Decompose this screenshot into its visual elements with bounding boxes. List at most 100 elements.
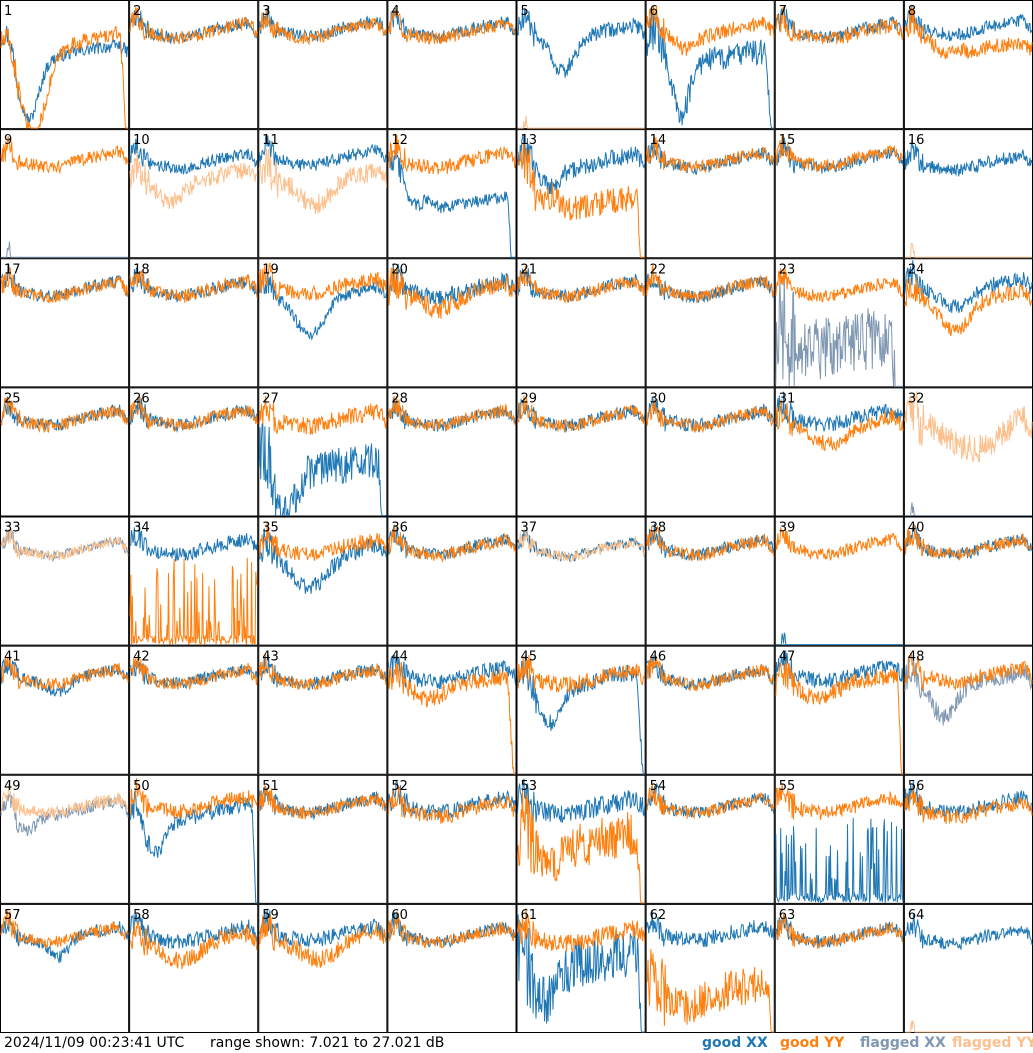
series-yy [646,784,775,819]
panel: 5 [516,0,646,130]
panel: 44 [387,645,517,775]
panel: 24 [903,258,1033,388]
panel-label: 10 [133,133,150,148]
panel-label: 13 [521,133,538,148]
panel: 40 [903,516,1033,646]
series-yy [517,908,646,952]
series-xx [904,781,1033,820]
series-yy-flagged [129,149,258,209]
panel: 41 [0,645,130,775]
panel-label: 48 [908,650,925,665]
panel-label: 41 [4,650,21,665]
panel-label: 56 [908,779,925,794]
panel-frame [387,0,517,130]
panel-frame [258,645,388,775]
series-yy-flagged [1,527,129,561]
series-xx [0,917,129,964]
panel-frame [387,645,517,775]
panel-frame [774,129,904,259]
panel-label: 50 [133,779,150,794]
panel-frame [645,258,775,388]
series-yy [775,135,904,174]
panel: 50 [129,774,259,904]
panel-label: 12 [391,133,408,148]
panel-label: 25 [4,391,21,406]
panel-label: 63 [779,908,796,923]
panel: 55 [774,774,904,905]
series-yy [0,655,129,692]
series-xx [646,137,775,176]
panel: 25 [0,387,130,517]
panel: 39 [774,516,904,646]
series-xx [258,272,387,341]
series-yy [646,948,774,1033]
panel: 61 [516,903,646,1033]
series-yy [129,396,258,432]
series-xx [258,133,387,171]
panel: 22 [645,258,775,388]
series-xx [517,778,646,823]
series-xx [517,914,645,1033]
panel: 9 [0,129,130,259]
panel: 63 [774,903,904,1033]
panel: 60 [387,903,517,1033]
series-yy [258,785,387,820]
series-yy [775,783,904,821]
panel-label: 54 [650,779,667,794]
series-xx [904,5,1033,42]
panel-label: 44 [391,650,408,665]
panel-frame [774,903,904,1033]
series-yy [646,399,775,434]
panel: 30 [645,387,775,517]
series-yy [517,790,645,904]
series-yy [0,397,129,434]
series-yy [517,653,646,693]
series-xx [129,790,258,904]
panel: 10 [129,129,259,259]
panel: 20 [387,258,517,388]
series-xx [904,139,1033,177]
series-yy [387,265,516,319]
panel-label: 14 [650,133,667,148]
panel: 2 [129,0,259,130]
series-xx [129,138,258,175]
panel-frame [387,387,517,517]
series-yy [775,399,904,452]
panel: 31 [774,387,904,517]
panel-frame [129,258,259,388]
series-yy [387,785,516,824]
timestamp: 2024/11/09 00:23:41 UTC [4,1035,185,1051]
panel: 56 [903,774,1033,904]
panel: 23 [774,258,904,388]
panel: 38 [645,516,775,646]
panel-frame [387,129,517,259]
panel: 64 [903,903,1033,1033]
panel-label: 22 [650,262,667,277]
panel-frame [903,774,1033,904]
panel-frame [129,903,259,1033]
panel-label: 55 [779,779,796,794]
legend-good-xx: good XX [702,1035,768,1051]
legend-flagged-yy: flagged YY [952,1035,1033,1051]
series-yy-flagged [0,782,129,819]
panel-frame [0,129,130,259]
series-yy [775,267,904,303]
panel-frame [645,645,775,775]
panel: 49 [0,774,130,904]
panel-frame [516,0,646,130]
series-yy [646,265,775,304]
series-yy [129,269,258,303]
series-xx [904,523,1033,560]
panel-label: 30 [650,391,667,406]
panel-label: 35 [262,521,279,536]
panel: 43 [258,645,388,775]
panel-label: 18 [133,262,150,277]
series-yy-flagged [517,529,646,562]
series-yy [646,524,775,562]
panel-label: 26 [133,391,150,406]
panel: 62 [645,903,775,1033]
panel: 32 [903,387,1033,517]
panel: 52 [387,774,517,904]
series-xx-flagged [904,502,1032,516]
legend-flagged-xx: flagged XX [860,1035,946,1051]
